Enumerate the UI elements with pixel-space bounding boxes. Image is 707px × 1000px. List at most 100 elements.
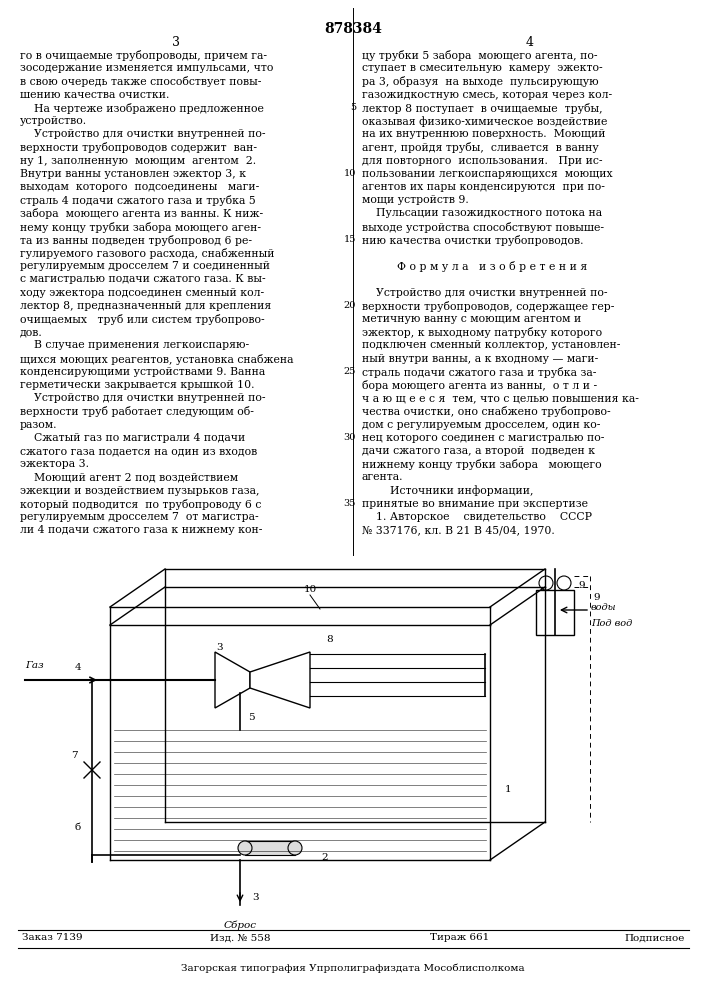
- Text: подключен сменный коллектор, установлен-: подключен сменный коллектор, установлен-: [362, 340, 620, 350]
- Text: ра 3, образуя  на выходе  пульсирующую: ра 3, образуя на выходе пульсирующую: [362, 76, 599, 87]
- Text: нижнему концу трубки забора   моющего: нижнему концу трубки забора моющего: [362, 459, 602, 470]
- Text: 35: 35: [344, 499, 356, 508]
- Circle shape: [238, 841, 252, 855]
- Text: 9: 9: [578, 580, 585, 589]
- Text: 15: 15: [344, 235, 356, 244]
- Text: верхности трубопроводов содержит  ван-: верхности трубопроводов содержит ван-: [20, 142, 257, 153]
- Text: для повторного  использования.   При ис-: для повторного использования. При ис-: [362, 156, 602, 166]
- Text: пользовании легкоиспаряющихся  моющих: пользовании легкоиспаряющихся моющих: [362, 169, 613, 179]
- Text: 1: 1: [505, 786, 511, 794]
- Text: бора моющего агента из ванны,  о т л и -: бора моющего агента из ванны, о т л и -: [362, 380, 597, 391]
- Text: конденсирующими устройствами 9. Ванна: конденсирующими устройствами 9. Ванна: [20, 367, 265, 377]
- Text: 10: 10: [303, 584, 317, 593]
- Text: мощи устройств 9.: мощи устройств 9.: [362, 195, 469, 205]
- Text: щихся моющих реагентов, установка снабжена: щихся моющих реагентов, установка снабже…: [20, 354, 293, 365]
- Circle shape: [557, 576, 571, 590]
- Text: Устройство для очистки внутренней по-: Устройство для очистки внутренней по-: [20, 129, 266, 139]
- Text: с магистралью подачи сжатого газа. К вы-: с магистралью подачи сжатого газа. К вы-: [20, 274, 266, 284]
- Text: Под вод: Под вод: [591, 619, 632, 629]
- Text: 3: 3: [252, 892, 259, 902]
- Text: Пульсации газожидкостного потока на: Пульсации газожидкостного потока на: [362, 208, 602, 218]
- Text: та из ванны подведен трубопровод 6 ре-: та из ванны подведен трубопровод 6 ре-: [20, 235, 252, 246]
- Text: 2: 2: [322, 854, 328, 862]
- Bar: [245, 841, 295, 855]
- Text: Устройство для очистки внутренней по-: Устройство для очистки внутренней по-: [20, 393, 266, 403]
- Text: 5: 5: [350, 103, 356, 112]
- Text: который подводится  по трубопроводу 6 с: который подводится по трубопроводу 6 с: [20, 499, 262, 510]
- Text: ч а ю щ е е с я  тем, что с целью повышения ка-: ч а ю щ е е с я тем, что с целью повышен…: [362, 393, 639, 403]
- Text: Тираж 661: Тираж 661: [431, 934, 490, 942]
- Text: воды: воды: [591, 603, 617, 612]
- Text: Газ: Газ: [25, 662, 44, 670]
- Text: сжатого газа подается на один из входов: сжатого газа подается на один из входов: [20, 446, 257, 456]
- Text: нему концу трубки забора моющего аген-: нему концу трубки забора моющего аген-: [20, 222, 261, 233]
- Text: ну 1, заполненную  моющим  агентом  2.: ну 1, заполненную моющим агентом 2.: [20, 156, 256, 166]
- Text: № 337176, кл. В 21 В 45/04, 1970.: № 337176, кл. В 21 В 45/04, 1970.: [362, 525, 555, 535]
- Text: принятые во внимание при экспертизе: принятые во внимание при экспертизе: [362, 499, 588, 509]
- Text: 3: 3: [216, 644, 223, 652]
- Text: 7: 7: [71, 752, 77, 760]
- Text: шению качества очистки.: шению качества очистки.: [20, 90, 170, 100]
- Text: регулируемым дросселем 7 и соединенный: регулируемым дросселем 7 и соединенный: [20, 261, 270, 271]
- Text: в свою очередь также способствует повы-: в свою очередь также способствует повы-: [20, 76, 262, 87]
- Text: чества очистки, оно снабжено трубопрово-: чества очистки, оно снабжено трубопрово-: [362, 406, 611, 417]
- Text: 9: 9: [593, 592, 600, 601]
- Text: Заказ 7139: Заказ 7139: [22, 934, 83, 942]
- Text: 20: 20: [344, 301, 356, 310]
- Text: В случае применения легкоиспаряю-: В случае применения легкоиспаряю-: [20, 340, 249, 350]
- Text: выходам  которого  подсоединены   маги-: выходам которого подсоединены маги-: [20, 182, 259, 192]
- Text: 3: 3: [172, 36, 180, 49]
- Text: ходу эжектора подсоединен сменный кол-: ходу эжектора подсоединен сменный кол-: [20, 288, 264, 298]
- Text: выходе устройства способствуют повыше-: выходе устройства способствуют повыше-: [362, 222, 604, 233]
- Text: ли 4 подачи сжатого газа к нижнему кон-: ли 4 подачи сжатого газа к нижнему кон-: [20, 525, 262, 535]
- Text: очищаемых   труб или систем трубопрово-: очищаемых труб или систем трубопрово-: [20, 314, 264, 325]
- Text: на их внутреннюю поверхность.  Моющий: на их внутреннюю поверхность. Моющий: [362, 129, 605, 139]
- Text: го в очищаемые трубопроводы, причем га-: го в очищаемые трубопроводы, причем га-: [20, 50, 267, 61]
- Text: Сжатый газ по магистрали 4 подачи: Сжатый газ по магистрали 4 подачи: [20, 433, 245, 443]
- Text: лектор 8 поступает  в очищаемые  трубы,: лектор 8 поступает в очищаемые трубы,: [362, 103, 602, 114]
- Text: оказывая физико-химическое воздействие: оказывая физико-химическое воздействие: [362, 116, 607, 127]
- Bar: [536, 590, 574, 635]
- Polygon shape: [215, 652, 250, 708]
- Text: забора  моющего агента из ванны. К ниж-: забора моющего агента из ванны. К ниж-: [20, 208, 263, 219]
- Text: 30: 30: [344, 433, 356, 442]
- Text: 8: 8: [327, 636, 333, 645]
- Text: 5: 5: [248, 714, 255, 722]
- Text: 1. Авторское    свидетельство    СССР: 1. Авторское свидетельство СССР: [362, 512, 592, 522]
- Text: На чертеже изображено предложенное: На чертеже изображено предложенное: [20, 103, 264, 114]
- Text: цу трубки 5 забора  моющего агента, по-: цу трубки 5 забора моющего агента, по-: [362, 50, 597, 61]
- Text: 4: 4: [75, 664, 81, 672]
- Text: дов.: дов.: [20, 327, 42, 337]
- Text: газожидкостную смесь, которая через кол-: газожидкостную смесь, которая через кол-: [362, 90, 612, 100]
- Circle shape: [288, 841, 302, 855]
- Text: дом с регулируемым дросселем, один ко-: дом с регулируемым дросселем, один ко-: [362, 420, 600, 430]
- Text: агент, пройдя трубы,  сливается  в ванну: агент, пройдя трубы, сливается в ванну: [362, 142, 599, 153]
- Text: дачи сжатого газа, а второй  подведен к: дачи сжатого газа, а второй подведен к: [362, 446, 595, 456]
- Text: устройство.: устройство.: [20, 116, 87, 126]
- Text: 25: 25: [344, 367, 356, 376]
- Text: Внутри ванны установлен эжектор 3, к: Внутри ванны установлен эжектор 3, к: [20, 169, 246, 179]
- Text: эжектора 3.: эжектора 3.: [20, 459, 89, 469]
- Text: 4: 4: [526, 36, 534, 49]
- Text: агентов их пары конденсируются  при по-: агентов их пары конденсируются при по-: [362, 182, 605, 192]
- Text: герметически закрывается крышкой 10.: герметически закрывается крышкой 10.: [20, 380, 255, 390]
- Text: лектор 8, предназначенный для крепления: лектор 8, предназначенный для крепления: [20, 301, 271, 311]
- Text: эжектор, к выходному патрубку которого: эжектор, к выходному патрубку которого: [362, 327, 602, 338]
- Text: агента.: агента.: [362, 472, 404, 482]
- Text: Изд. № 558: Изд. № 558: [210, 934, 270, 942]
- Text: ступает в смесительную  камеру  эжекто-: ступает в смесительную камеру эжекто-: [362, 63, 602, 73]
- Text: метичную ванну с моющим агентом и: метичную ванну с моющим агентом и: [362, 314, 581, 324]
- Text: верхности трубопроводов, содержащее гер-: верхности трубопроводов, содержащее гер-: [362, 301, 614, 312]
- Text: регулируемым дросселем 7  от магистра-: регулируемым дросселем 7 от магистра-: [20, 512, 259, 522]
- Text: Источники информации,: Источники информации,: [362, 486, 534, 496]
- Text: гулируемого газового расхода, снабженный: гулируемого газового расхода, снабженный: [20, 248, 274, 259]
- Text: страль подачи сжатого газа и трубка за-: страль подачи сжатого газа и трубка за-: [362, 367, 597, 378]
- Text: ный внутри ванны, а к входному — маги-: ный внутри ванны, а к входному — маги-: [362, 354, 598, 364]
- Polygon shape: [250, 652, 310, 708]
- Text: нию качества очистки трубопроводов.: нию качества очистки трубопроводов.: [362, 235, 583, 246]
- Text: Устройство для очистки внутренней по-: Устройство для очистки внутренней по-: [362, 288, 607, 298]
- Text: зосодержание изменяется импульсами, что: зосодержание изменяется импульсами, что: [20, 63, 274, 73]
- Text: Подписное: Подписное: [624, 934, 685, 942]
- Circle shape: [539, 576, 553, 590]
- Text: Моющий агент 2 под воздействием: Моющий агент 2 под воздействием: [20, 472, 238, 482]
